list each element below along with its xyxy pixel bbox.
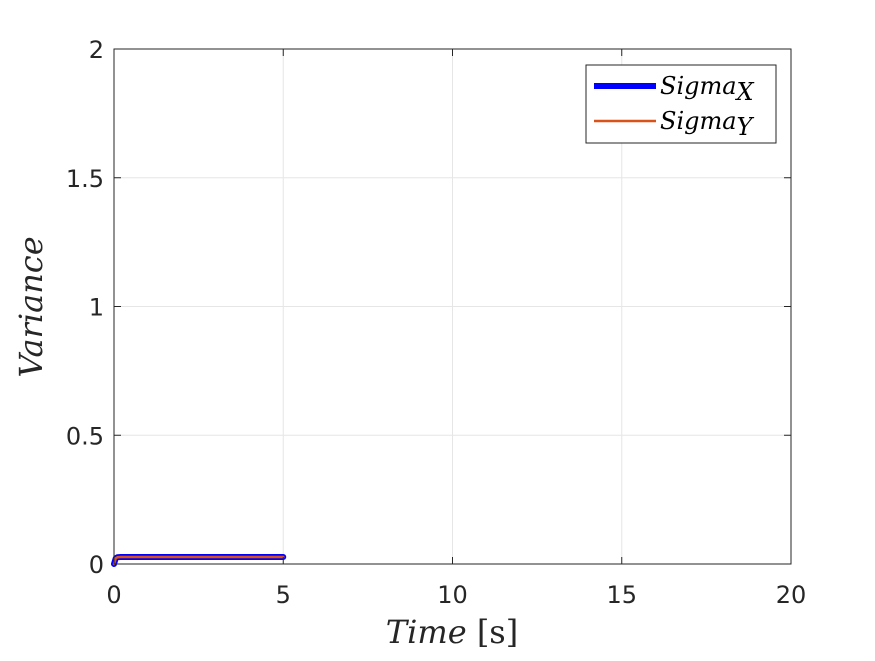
- legend-entry-sigma-y: SigmaY: [660, 107, 755, 141]
- y-tick-labels: 0 0.5 1 1.5 2: [66, 36, 104, 579]
- y-axis-label: Variance: [12, 236, 50, 377]
- x-tick-label: 20: [776, 581, 807, 609]
- x-axis-label-unit: [s]: [477, 613, 518, 651]
- legend-label-sigma-y-sub: Y: [737, 113, 755, 141]
- x-axis-label: Time [s]: [386, 613, 518, 651]
- legend-label-sigma-x-main: Sigma: [660, 72, 737, 100]
- axis-ticks: [113, 48, 792, 565]
- y-tick-label: 1.5: [66, 165, 104, 193]
- x-tick-label: 10: [437, 581, 468, 609]
- series-lines: [111, 554, 287, 567]
- legend-label-sigma-x-sub: X: [735, 78, 755, 106]
- x-tick-labels: 0 5 10 15 20: [106, 581, 806, 609]
- y-tick-label: 2: [89, 36, 104, 64]
- x-axis-label-main: Time: [386, 613, 467, 651]
- y-tick-label: 0.5: [66, 422, 104, 450]
- legend-label-sigma-y-main: Sigma: [660, 107, 737, 135]
- y-tick-label: 0: [89, 551, 104, 579]
- x-tick-label: 5: [276, 581, 291, 609]
- x-tick-label: 15: [606, 581, 637, 609]
- series-line-sigma-y: [112, 555, 285, 566]
- y-tick-label: 1: [89, 294, 104, 322]
- legend-entry-sigma-x: SigmaX: [660, 72, 755, 106]
- x-tick-label: 0: [106, 581, 121, 609]
- legend-box: [585, 64, 777, 144]
- legend: SigmaX SigmaY: [585, 64, 777, 144]
